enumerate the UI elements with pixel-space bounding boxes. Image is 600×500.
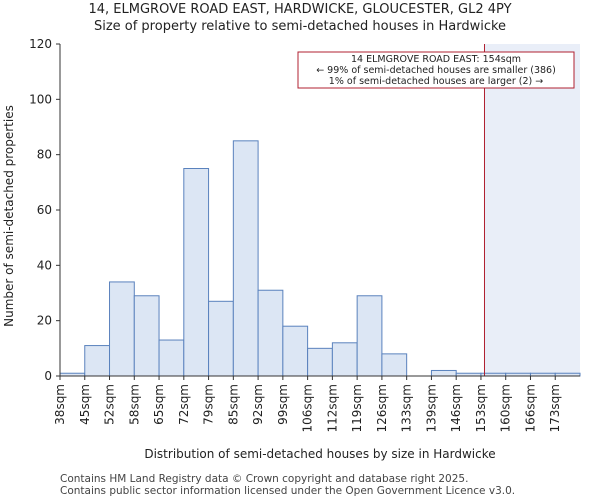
footer-licence: Contains public sector information licen… [60,485,516,497]
x-tick-label: 146sqm [449,384,463,432]
bar-85sqm [232,140,259,377]
y-tick-label: 20 [37,314,52,328]
y-ticks-group: 0 20 40 60 80 100 120 [29,37,60,383]
x-tick-label: 139sqm [424,384,438,432]
x-tick-label: 126sqm [375,384,389,432]
annotation-line: ← 99% of semi-detached houses are smalle… [316,65,556,76]
annotation-line: 1% of semi-detached houses are larger (2… [329,76,543,87]
y-tick-label: 60 [37,203,52,217]
x-tick-label: 99sqm [276,384,290,425]
y-tick-label: 100 [29,92,52,106]
y-tick-label: 40 [37,258,52,272]
x-tick-label: 79sqm [202,384,216,425]
annotation-frame [297,51,575,89]
bar-58sqm [133,295,160,377]
x-tick-label: 85sqm [226,384,240,425]
x-tick-label: 173sqm [548,384,562,432]
bar-65sqm [158,339,185,377]
bar-79sqm [208,300,234,377]
bar-52sqm [109,281,135,377]
bar-112sqm [331,342,358,377]
bar-119sqm [356,295,383,377]
x-tick-label: 65sqm [152,384,166,425]
x-tick-label: 92sqm [251,384,265,425]
x-tick-label: 58sqm [127,384,141,425]
x-tick-label: 166sqm [523,384,537,432]
larger-properties-region [484,44,580,376]
y-tick-label: 0 [44,369,52,383]
x-tick-label: 38sqm [53,384,67,425]
annotation-box: 14 ELMGROVE ROAD EAST: 154sqm← 99% of se… [297,51,575,89]
x-ticks-group: 38sqm 45sqm 52sqm 58sqm 65sqm 72sqm 79sqm 85sqm… [53,376,562,432]
x-tick-label: 45sqm [78,384,92,425]
larger-region-shade [484,44,580,376]
bar-72sqm [183,168,210,377]
bar-45sqm [84,345,111,377]
bar-126sqm [381,353,408,377]
footer-copyright: Contains HM Land Registry data © Crown c… [60,473,469,485]
x-tick-label: 119sqm [350,384,364,432]
y-axis-label: Number of semi-detached properties [2,105,16,327]
bar-106sqm [307,347,333,377]
y-tick-label: 80 [37,148,52,162]
bars-group [59,140,581,377]
y-tick-label: 120 [29,37,52,51]
bar-139sqm [430,369,457,377]
x-tick-label: 160sqm [499,384,513,432]
x-tick-label: 153sqm [474,384,488,432]
bar-99sqm [282,325,309,377]
x-tick-label: 106sqm [301,384,315,432]
bar-92sqm [257,289,284,377]
chart-subtitle: Size of property relative to semi-detach… [93,19,507,34]
x-tick-label: 112sqm [325,384,339,432]
annotation-line: 14 ELMGROVE ROAD EAST: 154sqm [351,54,521,65]
x-axis-label: Distribution of semi-detached houses by … [144,447,495,461]
chart-title: 14, ELMGROVE ROAD EAST, HARDWICKE, GLOUC… [88,2,512,17]
x-tick-label: 52sqm [103,384,117,425]
x-tick-label: 133sqm [400,384,414,432]
x-tick-label: 72sqm [177,384,191,425]
